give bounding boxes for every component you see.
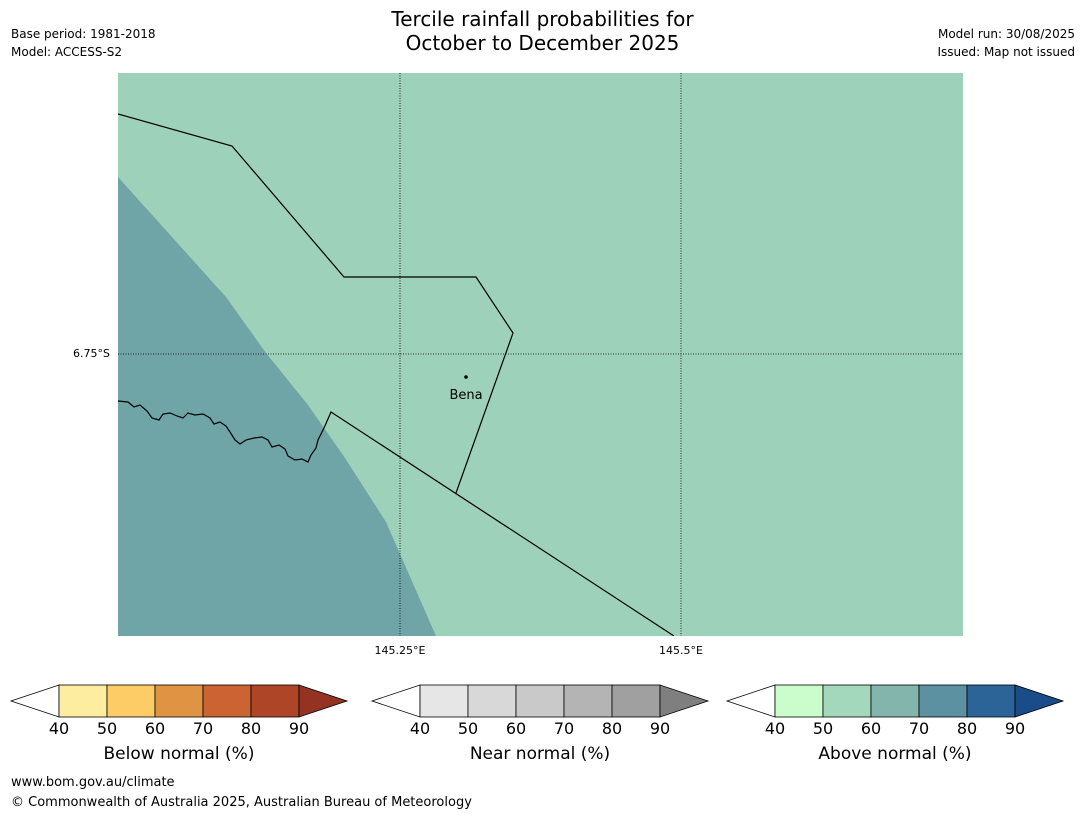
map-title: Tercile rainfall probabilities for Octob… bbox=[0, 7, 1085, 55]
colorbar-title-above: Above normal (%) bbox=[818, 744, 972, 764]
colorbar-tick-label: 80 bbox=[956, 719, 978, 738]
colorbar-tick-label: 70 bbox=[192, 719, 214, 738]
colorbar-tick-label: 90 bbox=[649, 719, 671, 738]
colorbar-tick-label: 40 bbox=[764, 719, 786, 738]
colorbar-tick-label: 50 bbox=[457, 719, 479, 738]
colorbar-tick-label: 90 bbox=[288, 719, 310, 738]
colorbar-title-near: Near normal (%) bbox=[469, 744, 611, 764]
lon-label-145-25: 145.25°E bbox=[374, 644, 426, 657]
base-period-text: Base period: 1981-2018 bbox=[11, 27, 156, 41]
meta-left: Base period: 1981-2018 Model: ACCESS-S2 bbox=[11, 25, 156, 61]
probability-zone-60-70 bbox=[118, 177, 436, 636]
river-line bbox=[118, 400, 325, 463]
province-border bbox=[118, 113, 514, 494]
issued-text: Issued: Map not issued bbox=[937, 45, 1075, 59]
colorbar-tick-label: 40 bbox=[409, 719, 431, 738]
colorbar-tick-label: 60 bbox=[144, 719, 166, 738]
model-text: Model: ACCESS-S2 bbox=[11, 45, 123, 59]
colorbar-tick-label: 70 bbox=[553, 719, 575, 738]
colorbar-tick-label: 40 bbox=[48, 719, 70, 738]
bena-marker bbox=[464, 375, 468, 379]
colorbar-tick-label: 50 bbox=[812, 719, 834, 738]
lat-label: 6.75°S bbox=[73, 347, 110, 360]
lon-label-145-5: 145.5°E bbox=[659, 644, 703, 657]
copyright-text: © Commonwealth of Australia 2025, Austra… bbox=[11, 795, 472, 810]
colorbar-tick-label: 90 bbox=[1004, 719, 1026, 738]
place-label-bena: Bena bbox=[449, 388, 483, 403]
model-run-text: Model run: 30/08/2025 bbox=[937, 27, 1075, 41]
colorbar-tick-label: 60 bbox=[505, 719, 527, 738]
colorbar-tick-label: 60 bbox=[860, 719, 882, 738]
colorbar-title-below: Below normal (%) bbox=[103, 744, 255, 764]
meta-right: Model run: 30/08/2025 Issued: Map not is… bbox=[937, 25, 1075, 61]
map-title-line1: Tercile rainfall probabilities for bbox=[391, 7, 694, 31]
colorbar-tick-label: 50 bbox=[96, 719, 118, 738]
colorbar-tick-label: 80 bbox=[601, 719, 623, 738]
colorbar-tick-label: 80 bbox=[240, 719, 262, 738]
colorbar-tick-label: 70 bbox=[908, 719, 930, 738]
map-title-line2: October to December 2025 bbox=[405, 31, 680, 55]
website-text: www.bom.gov.au/climate bbox=[11, 775, 175, 790]
province-border bbox=[323, 411, 675, 636]
